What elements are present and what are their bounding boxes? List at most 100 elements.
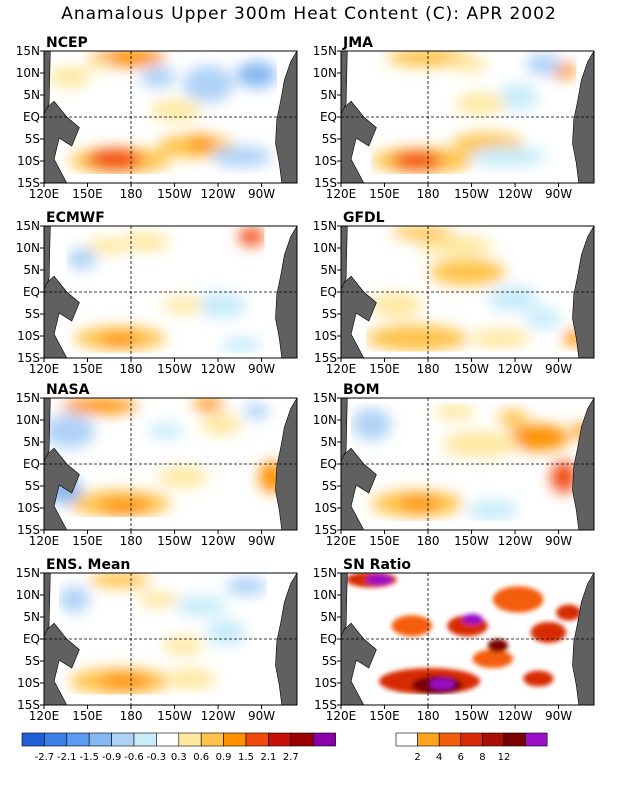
x-tick-label: 150E bbox=[72, 534, 103, 548]
y-tick-label: 10N bbox=[313, 66, 337, 80]
field-blob bbox=[87, 237, 128, 254]
x-tick-label: 120W bbox=[498, 709, 533, 723]
field-blob bbox=[188, 135, 214, 152]
colorbar-swatch bbox=[268, 732, 292, 747]
y-tick-label: EQ bbox=[320, 457, 337, 471]
x-tick-label: 90W bbox=[545, 362, 572, 376]
colorbar-swatch bbox=[111, 732, 135, 747]
x-tick-label: 90W bbox=[248, 362, 275, 376]
y-tick-label: 5S bbox=[322, 132, 337, 146]
x-tick-label: 180 bbox=[417, 362, 440, 376]
y-tick-label: 5N bbox=[320, 435, 337, 449]
x-tick-label: 180 bbox=[120, 187, 143, 201]
y-tick-label: 15S bbox=[314, 351, 337, 365]
panel-label: NCEP bbox=[46, 35, 88, 51]
land-philippines bbox=[44, 398, 51, 462]
land-australasia bbox=[44, 447, 80, 530]
colorbar-level-label: -2.7 bbox=[35, 752, 55, 763]
x-tick-label: 180 bbox=[120, 362, 143, 376]
colorbar-swatch bbox=[44, 732, 68, 747]
field-blob bbox=[492, 586, 544, 613]
field-blob bbox=[140, 66, 176, 88]
x-tick-label: 90W bbox=[248, 709, 275, 723]
field-blob bbox=[525, 307, 562, 329]
land-australasia bbox=[341, 275, 377, 358]
x-tick-label: 150E bbox=[369, 187, 400, 201]
y-tick-label: 10S bbox=[314, 154, 337, 168]
x-tick-label: 120W bbox=[201, 362, 236, 376]
x-tick-label: 90W bbox=[248, 534, 275, 548]
colorbar-swatch bbox=[312, 732, 336, 747]
colorbar-swatch bbox=[245, 732, 269, 747]
field-blob bbox=[351, 408, 392, 441]
colorbar-swatch bbox=[133, 732, 157, 747]
field-blob bbox=[162, 636, 204, 655]
x-tick-label: 180 bbox=[120, 709, 143, 723]
colorbar-level-label: 0.3 bbox=[171, 752, 187, 763]
y-tick-label: 10S bbox=[17, 676, 40, 690]
y-tick-label: 15S bbox=[17, 176, 40, 190]
field-blob bbox=[221, 336, 262, 353]
field-blob bbox=[157, 466, 209, 488]
y-tick-label: 10S bbox=[17, 501, 40, 515]
field-blob bbox=[523, 670, 554, 687]
colorbar-swatch bbox=[200, 732, 224, 747]
field-layer bbox=[49, 51, 277, 174]
field-blob bbox=[487, 639, 508, 653]
field-blob bbox=[89, 573, 151, 588]
y-tick-label: 15S bbox=[314, 176, 337, 190]
land-philippines bbox=[341, 226, 348, 290]
y-tick-label: 5S bbox=[25, 654, 40, 668]
y-tick-label: 15N bbox=[313, 219, 337, 233]
field-blob bbox=[99, 332, 141, 347]
field-blob bbox=[472, 649, 514, 669]
y-tick-label: EQ bbox=[23, 457, 40, 471]
x-tick-label: 90W bbox=[545, 187, 572, 201]
field-blob bbox=[226, 576, 267, 596]
field-blob bbox=[462, 613, 483, 625]
field-blob bbox=[470, 328, 531, 348]
field-blob bbox=[507, 424, 569, 451]
field-blob bbox=[165, 668, 217, 690]
field-blob bbox=[391, 226, 453, 240]
y-tick-label: 10S bbox=[314, 501, 337, 515]
colorbar-level-label: 4 bbox=[436, 752, 442, 763]
field-blob bbox=[556, 604, 582, 621]
field-blob bbox=[391, 615, 433, 637]
field-blob bbox=[525, 53, 562, 75]
x-tick-label: 120W bbox=[201, 187, 236, 201]
y-tick-label: 15N bbox=[16, 44, 40, 58]
colorbar-swatch bbox=[482, 732, 505, 747]
y-tick-label: 15S bbox=[17, 523, 40, 537]
x-tick-label: 150W bbox=[157, 362, 192, 376]
y-tick-label: 10S bbox=[17, 329, 40, 343]
field-blob bbox=[193, 398, 224, 412]
colorbar-swatch bbox=[156, 732, 180, 747]
x-tick-label: 180 bbox=[417, 534, 440, 548]
colorbars: -2.7 -2.1 -1.5 -0.9 -0.6 -0.3 0.3 0.6 0.9 1.5 2.1 2… bbox=[21, 732, 548, 763]
y-tick-label: EQ bbox=[320, 110, 337, 124]
land-australasia bbox=[44, 100, 80, 183]
colorbar-level-label: -0.9 bbox=[102, 752, 122, 763]
y-tick-label: 5N bbox=[320, 610, 337, 624]
x-tick-label: 150E bbox=[72, 187, 103, 201]
y-tick-label: 5S bbox=[25, 479, 40, 493]
colorbar-level-label: -0.6 bbox=[124, 752, 144, 763]
field-blob bbox=[59, 586, 90, 613]
field-blob bbox=[447, 56, 488, 73]
y-tick-label: 15S bbox=[17, 698, 40, 712]
y-tick-label: 5N bbox=[23, 88, 40, 102]
panel-label: GFDL bbox=[343, 210, 385, 226]
y-tick-label: 10N bbox=[16, 66, 40, 80]
colorbar-level-label: 12 bbox=[498, 752, 511, 763]
land-philippines bbox=[44, 226, 51, 290]
x-tick-label: 150W bbox=[454, 362, 489, 376]
field-blob bbox=[236, 61, 277, 88]
field-blob bbox=[429, 259, 506, 286]
x-tick-label: 90W bbox=[545, 534, 572, 548]
x-tick-label: 180 bbox=[417, 187, 440, 201]
colorbar-swatch bbox=[525, 732, 548, 747]
field-blob bbox=[137, 591, 179, 608]
